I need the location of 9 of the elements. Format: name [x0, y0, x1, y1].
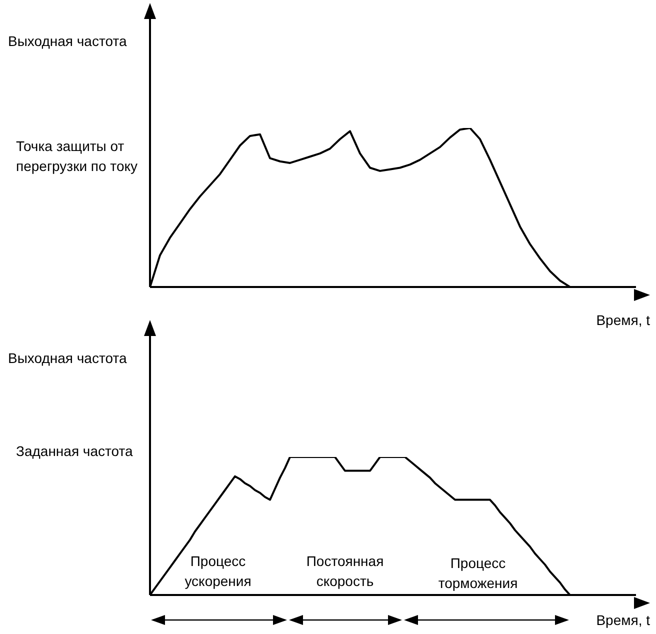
y-axis-title: Выходная частота	[8, 350, 127, 366]
annotation: Процесс торможения	[438, 554, 518, 591]
x-axis-title: Время, t	[596, 311, 650, 329]
text: Точка защиты от перегрузки по току	[16, 138, 138, 174]
annotation: Процесс ускорения	[184, 552, 252, 589]
text: Заданная частота	[16, 442, 133, 459]
y-axis-title: Выходная частота	[8, 32, 127, 49]
annotation: Постоянная скорость	[306, 552, 384, 589]
x-axis-title: Время, t	[596, 611, 650, 629]
